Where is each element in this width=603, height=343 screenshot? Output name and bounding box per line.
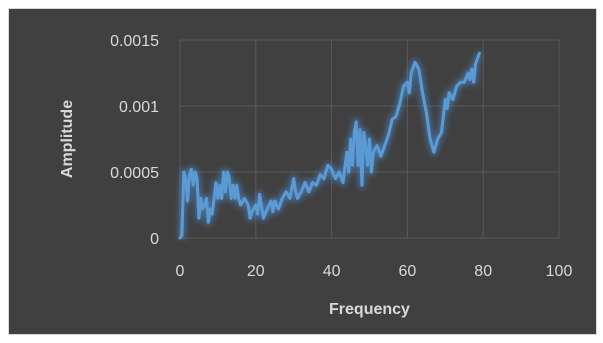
y-tick-label: 0.0005 <box>110 165 159 182</box>
x-tick-label: 0 <box>176 263 185 280</box>
chart-area: 0 20 40 60 80 100 0 0.0005 0.001 0.0015 Frequency… <box>8 8 597 335</box>
amplitude-frequency-chart: 0 20 40 60 80 100 0 0.0005 0.001 0.0015 Frequency… <box>59 33 572 318</box>
series-layer <box>177 51 483 241</box>
y-tick-label: 0.001 <box>119 99 159 116</box>
series-line <box>178 51 481 240</box>
x-tick-label: 80 <box>474 263 492 280</box>
x-tick-label: 20 <box>247 263 265 280</box>
x-tick-label: 40 <box>323 263 341 280</box>
y-axis-title: Amplitude <box>59 100 76 178</box>
x-tick-label: 60 <box>399 263 417 280</box>
y-tick-label: 0 <box>150 231 159 248</box>
y-tick-label: 0.0015 <box>110 33 159 50</box>
x-axis-title: Frequency <box>329 301 410 318</box>
tick-labels: 0 20 40 60 80 100 0 0.0005 0.001 0.0015 <box>110 33 572 280</box>
x-tick-label: 100 <box>546 263 573 280</box>
gridlines <box>179 39 560 239</box>
